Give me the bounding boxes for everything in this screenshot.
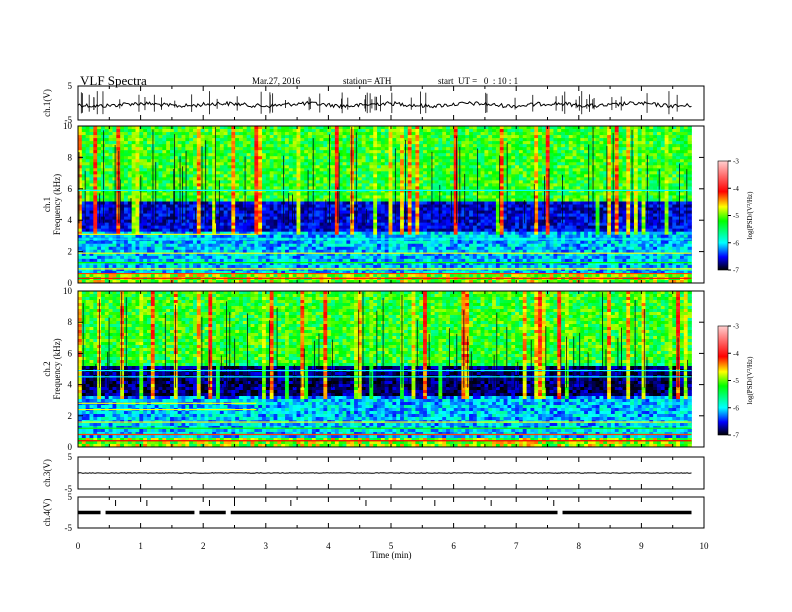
ch2-ytick-label: 4 (68, 380, 73, 390)
ch4-wave-ytick-label: 5 (68, 492, 73, 502)
ch4-wave-ylabel: ch.4(V) (42, 499, 52, 527)
ch4-wave-gap (100, 510, 106, 515)
ch1-wave-ylabel: ch.1(V) (42, 89, 52, 117)
time-axis-tick-label: 9 (639, 541, 644, 551)
ch1-colorbar-tick-label: -6 (733, 239, 739, 247)
ch1-ytick-label: 2 (68, 247, 73, 257)
ch4-wave-ytick-label: -5 (65, 523, 73, 533)
ch2-colorbar-tick-label: -7 (733, 432, 739, 440)
ch3-wave-trace (77, 472, 692, 474)
ch2-colorbar (717, 325, 729, 436)
ch2-colorbar-tick-label: -6 (733, 404, 739, 412)
ch1-ytick-label: 10 (63, 121, 73, 131)
time-axis-tick-label: 3 (264, 541, 269, 551)
ch1-ytick-label: 4 (68, 215, 73, 225)
ch4-wave-gap (557, 510, 563, 515)
ch1-wave-ytick-label: 5 (68, 81, 73, 91)
ch2-ytick-label: 6 (68, 348, 73, 358)
ch2-ytick-label: 10 (63, 286, 73, 296)
ch1-colorbar (717, 160, 729, 271)
ch3-wave-ytick-label: 5 (68, 452, 73, 462)
ch1-colorbar-tick-label: -4 (733, 185, 739, 193)
time-axis-tick-label: 5 (389, 541, 394, 551)
ch1-wave-trace (77, 100, 692, 109)
time-axis-tick-label: 10 (700, 541, 710, 551)
ch1-wave-ytick-label: -5 (65, 115, 73, 125)
ch1-ytick-label: 8 (68, 152, 73, 162)
date-label: Mar.27, 2016 (252, 76, 301, 86)
ch2-ytick-label: 0 (68, 442, 73, 452)
ch2-colorbar-tick-label: -5 (733, 377, 739, 385)
ch1-ylabel: Frequency (kHz) (52, 174, 62, 235)
time-axis-tick-label: 7 (514, 541, 519, 551)
ch1-heatmap (78, 126, 692, 284)
ch2-colorbar-tick-label: -3 (733, 323, 739, 331)
ch2-ylabel: Frequency (kHz) (52, 338, 62, 399)
ch1-colorbar-tick-label: -5 (733, 212, 739, 220)
ch4-wave-gap (194, 510, 200, 515)
ch1-colorbar-tick-label: -3 (733, 158, 739, 166)
ch3-wave-ytick-label: -5 (65, 484, 73, 494)
ch2-ytick-label: 8 (68, 317, 73, 327)
ch2-colorbar-tick-label: -4 (733, 350, 739, 358)
ch1-channel-label: ch.1 (42, 197, 52, 212)
ch1-colorbar-tick-label: -7 (733, 267, 739, 275)
time-axis-tick-label: 2 (201, 541, 206, 551)
ch1-ytick-label: 0 (68, 278, 73, 288)
time-axis-tick-label: 1 (138, 541, 143, 551)
start-time-label: start UT = 0 : 10 : 1 (438, 76, 519, 86)
ch2-heatmap (77, 291, 692, 448)
ch4-wave-gap (225, 510, 231, 515)
time-axis-tick-label: 0 (76, 541, 81, 551)
chart-title: VLF Spectra (80, 73, 147, 88)
ch2-colorbar-label: log(PSD/(V²/Hz) (746, 356, 754, 405)
time-axis-tick-label: 6 (451, 541, 456, 551)
station-label: station= ATH (343, 76, 392, 86)
ch2-ytick-label: 2 (68, 411, 73, 421)
time-axis-label: Time (min) (371, 550, 412, 560)
ch1-ytick-label: 6 (68, 184, 73, 194)
ch2-channel-label: ch.2 (42, 361, 52, 376)
time-axis-tick-label: 8 (577, 541, 582, 551)
time-axis-tick-label: 4 (326, 541, 331, 551)
ch1-colorbar-label: log(PSD/(V²/Hz) (746, 191, 754, 240)
ch3-wave-ylabel: ch.3(V) (42, 459, 52, 487)
